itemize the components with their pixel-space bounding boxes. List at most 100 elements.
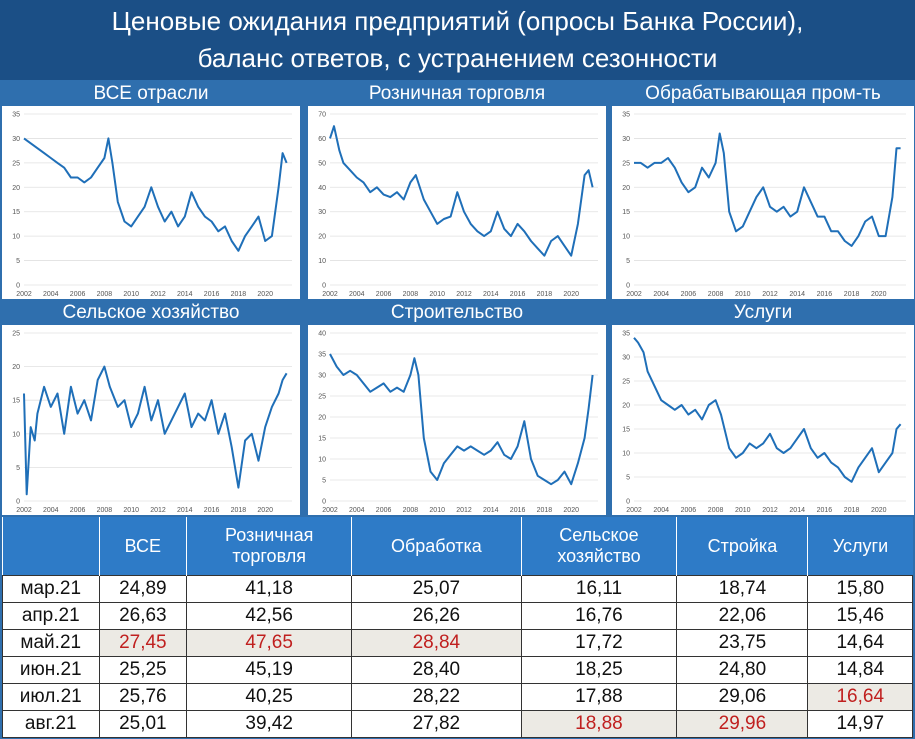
table-cell: 45,19 [186,656,353,684]
x-tick-label: 2020 [563,507,579,514]
table-cell: 25,25 [98,656,188,684]
chart-title-all: ВСЕ отрасли [93,83,209,104]
series-line [23,137,288,252]
table-cell: 14,97 [807,710,913,738]
x-tick-label: 2018 [231,291,247,298]
y-tick-label: 35 [622,112,630,119]
col-header-label: торговля [232,546,306,566]
y-tick-label: 35 [622,331,630,338]
col-header-all: ВСЕ [98,517,187,576]
chart-panel-agriculture: 0 5 10 15 20 25 2002 2004 2006 2008 2010 2012 2014 20… [2,325,300,515]
x-tick-label: 2002 [322,507,338,514]
table-cell: 25,07 [351,575,522,603]
y-tick-label: 10 [12,234,20,241]
y-tick-label: 5 [16,465,20,472]
y-tick-label: 0 [626,283,630,290]
x-tick-label: 2020 [871,291,887,298]
table-cell: 42,56 [186,602,353,630]
y-tick-label: 60 [318,136,326,143]
x-tick-label: 2010 [123,507,139,514]
table-cell: 41,18 [186,575,353,603]
x-tick-label: 2014 [177,291,193,298]
table-cell: 15,46 [807,602,913,630]
x-tick-label: 2012 [762,291,778,298]
chart-services: 0 5 10 15 20 25 30 35 2002 2004 2006 2008 2010 2012 20… [622,331,906,514]
y-tick-label: 25 [622,160,630,167]
table-cell: 40,25 [186,683,353,711]
table-cell: 27,45 [98,629,188,657]
x-tick-label: 2018 [231,507,247,514]
y-tick-label: 0 [626,499,630,506]
table-cell: 29,96 [676,710,809,738]
table-cell: 23,75 [676,629,809,657]
y-tick-label: 40 [318,331,326,338]
chart-title-retail: Розничная торговля [368,83,546,104]
table-cell: 39,42 [186,710,353,738]
col-header-label: хозяйство [557,546,641,566]
table-row: мар.21 24,89 41,18 25,07 16,11 18,74 15,80 [2,575,913,603]
col-header-label: Стройка [707,535,778,556]
y-tick-label: 25 [622,379,630,386]
series-line [634,132,901,247]
col-header-label: Сельское [559,525,639,545]
x-tick-label: 2014 [789,291,805,298]
y-tick-label: 0 [16,499,20,506]
y-tick-label: 10 [622,451,630,458]
x-tick-label: 2014 [789,507,805,514]
chart-panel-manufacturing: 0 5 10 15 20 25 30 35 2002 2004 2006 2008 2010 2012 20… [612,106,914,299]
x-tick-label: 2004 [653,507,669,514]
x-tick-label: 2016 [510,291,526,298]
table-cell: 28,40 [351,656,522,684]
y-tick-label: 20 [622,403,630,410]
x-tick-label: 2004 [43,507,59,514]
x-tick-label: 2010 [735,507,751,514]
table-cell: 18,74 [676,575,809,603]
table-cell: 27,82 [351,710,522,738]
table-cell: 16,11 [520,575,678,603]
y-tick-label: 15 [12,209,20,216]
y-tick-label: 15 [622,209,630,216]
x-tick-label: 2008 [403,291,419,298]
y-tick-label: 20 [622,185,630,192]
x-tick-label: 2008 [708,291,724,298]
y-tick-label: 30 [622,136,630,143]
table-cell: 16,76 [520,602,678,630]
y-tick-label: 20 [318,415,326,422]
y-tick-label: 20 [12,364,20,371]
table-cell: 25,01 [98,710,188,738]
x-tick-label: 2010 [429,507,445,514]
table-cell: 15,80 [807,575,913,603]
chart-title-construction: Строительство [390,302,524,323]
table-cell: 17,88 [520,683,678,711]
y-tick-label: 30 [318,209,326,216]
row-label: май.21 [2,629,100,657]
x-tick-label: 2012 [456,507,472,514]
x-tick-label: 2008 [403,507,419,514]
col-header-agriculture: Сельское хозяйство [520,517,677,576]
x-tick-label: 2012 [150,291,166,298]
y-tick-label: 0 [322,499,326,506]
table-cell: 29,06 [676,683,809,711]
x-tick-label: 2008 [97,507,113,514]
x-tick-label: 2010 [735,291,751,298]
y-tick-label: 20 [12,185,20,192]
x-tick-label: 2016 [204,291,220,298]
y-tick-label: 10 [12,431,20,438]
col-header-label: Розничная [224,525,314,545]
row-label: мар.21 [2,575,100,603]
x-tick-label: 2012 [762,507,778,514]
y-tick-label: 30 [622,355,630,362]
chart-panel-services: 0 5 10 15 20 25 30 35 2002 2004 2006 2008 2010 2012 20… [612,325,914,515]
x-tick-label: 2004 [349,507,365,514]
chart-agriculture: 0 5 10 15 20 25 2002 2004 2006 2008 2010 2012 2014 20… [12,331,292,514]
x-tick-label: 2002 [16,507,32,514]
table-cell: 26,63 [98,602,188,630]
table-cell: 24,89 [98,575,188,603]
page-title: Ценовые ожидания предприятий (опросы Бан… [0,0,915,80]
x-tick-label: 2020 [257,291,273,298]
y-tick-label: 5 [626,475,630,482]
chart-title-agriculture: Сельское хозяйство [62,302,240,323]
table-cell: 22,06 [676,602,809,630]
chart-panel-all: 0 5 10 15 20 25 30 35 2002 2004 2006 2008 2010 2012 20… [2,106,300,299]
y-tick-label: 70 [318,112,326,119]
